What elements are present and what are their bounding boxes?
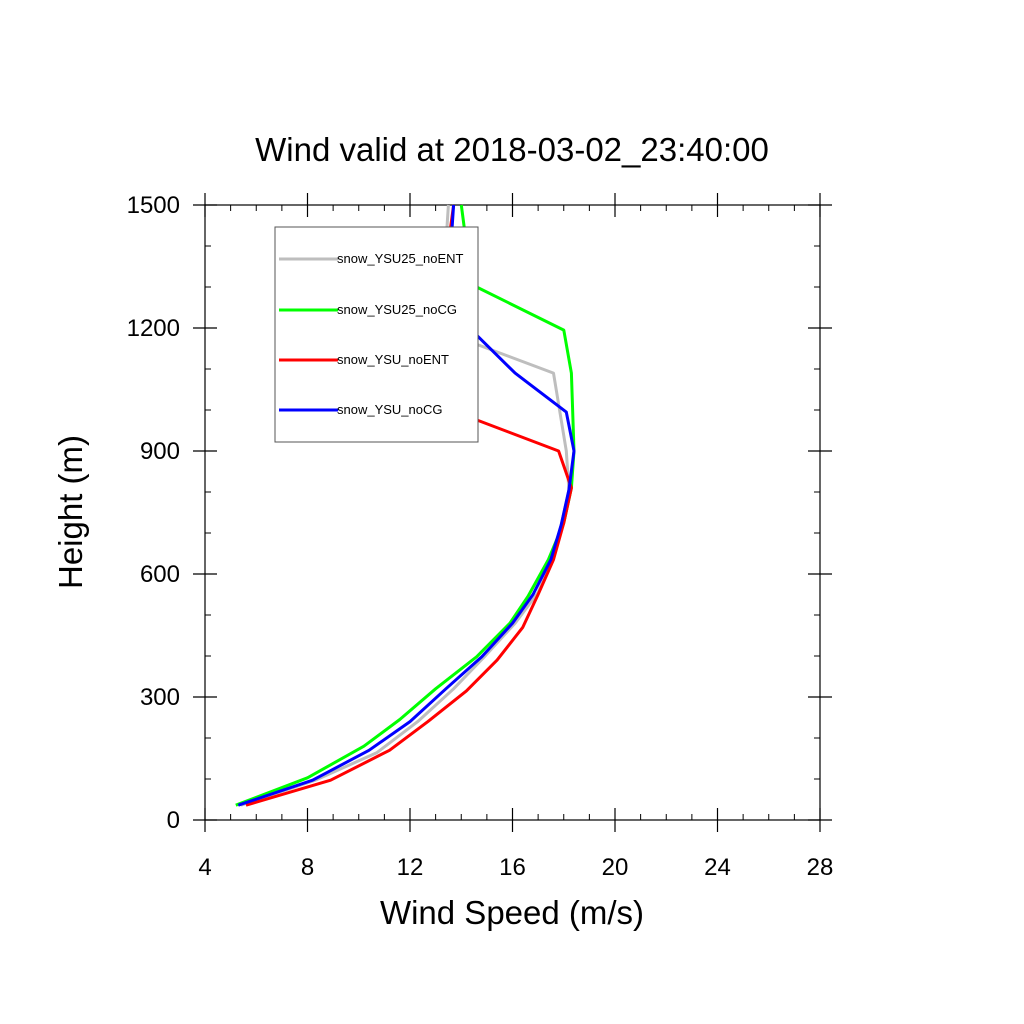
y-tick-label: 300 (140, 684, 180, 711)
y-tick-label: 900 (140, 438, 180, 465)
legend-entry: snow_YSU25_noENT (279, 251, 464, 266)
legend-entry: snow_YSU_noCG (279, 402, 443, 417)
y-axis-label: Height (m) (52, 435, 89, 589)
x-axis-label: Wind Speed (m/s) (380, 894, 644, 931)
y-tick-label: 1500 (127, 192, 180, 219)
x-tick-label: 24 (704, 854, 731, 881)
x-tick-labels: 4 8 12 16 20 24 28 (198, 854, 833, 881)
major-ticks (193, 193, 832, 832)
x-tick-label: 8 (301, 854, 314, 881)
legend-label: snow_YSU25_noENT (337, 251, 464, 266)
x-tick-label: 20 (602, 854, 629, 881)
legend-label: snow_YSU_noCG (337, 402, 443, 417)
series-line-snow-ysu25-nocg (235, 204, 576, 807)
legend-entry: snow_YSU_noENT (279, 352, 449, 367)
chart-title: Wind valid at 2018-03-02_23:40:00 (255, 131, 769, 168)
y-tick-label: 1200 (127, 315, 180, 342)
minor-ticks (205, 205, 820, 820)
legend-entry: snow_YSU25_noCG (279, 302, 457, 317)
x-tick-label: 4 (198, 854, 211, 881)
y-tick-labels: 0 300 600 900 1200 1500 (127, 192, 180, 834)
y-tick-label: 0 (167, 807, 180, 834)
x-tick-label: 16 (499, 854, 526, 881)
x-tick-label: 28 (807, 854, 834, 881)
legend-label: snow_YSU_noENT (337, 352, 449, 367)
legend-label: snow_YSU25_noCG (337, 302, 457, 317)
legend: snow_YSU25_noENT snow_YSU25_noCG snow_YSU_… (274, 226, 479, 443)
y-tick-label: 600 (140, 561, 180, 588)
x-tick-label: 12 (397, 854, 424, 881)
legend-box (274, 226, 479, 443)
legend-entries: snow_YSU25_noENT snow_YSU25_noCG snow_YSU_… (279, 251, 464, 417)
